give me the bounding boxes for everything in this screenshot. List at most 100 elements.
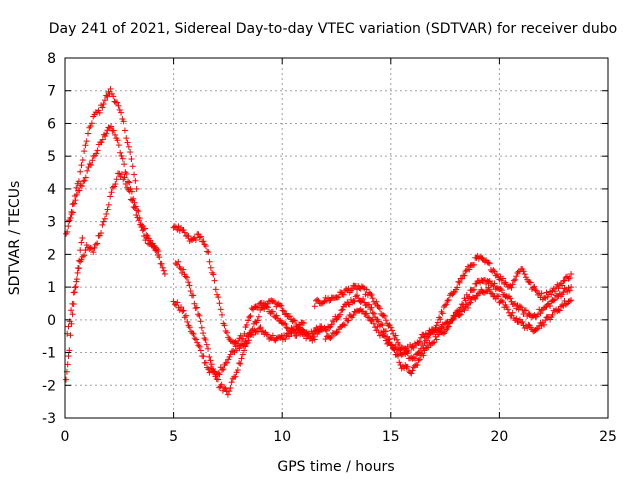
data-point bbox=[466, 300, 473, 307]
data-point bbox=[128, 196, 135, 203]
data-point bbox=[286, 313, 293, 320]
data-point bbox=[565, 275, 572, 282]
data-point bbox=[395, 346, 402, 353]
data-point bbox=[66, 217, 73, 224]
data-point bbox=[198, 324, 205, 331]
data-point bbox=[379, 322, 386, 329]
data-points bbox=[63, 85, 575, 398]
data-point bbox=[71, 289, 78, 296]
data-point bbox=[314, 296, 321, 303]
data-point bbox=[416, 356, 423, 363]
data-point bbox=[76, 257, 83, 264]
data-point bbox=[159, 264, 166, 271]
data-point bbox=[345, 317, 352, 324]
data-point bbox=[206, 353, 213, 360]
data-point bbox=[243, 321, 250, 328]
data-point bbox=[396, 359, 403, 366]
data-point bbox=[368, 304, 375, 311]
data-point bbox=[278, 302, 285, 309]
data-point bbox=[566, 298, 573, 305]
data-point bbox=[254, 317, 261, 324]
data-point bbox=[457, 311, 464, 318]
data-point bbox=[443, 301, 450, 308]
data-point bbox=[103, 210, 110, 217]
data-point bbox=[181, 229, 188, 236]
data-point bbox=[203, 341, 210, 348]
data-point bbox=[513, 273, 520, 280]
data-point bbox=[263, 303, 270, 310]
data-point bbox=[257, 324, 264, 331]
data-point bbox=[561, 285, 568, 292]
data-point bbox=[487, 290, 494, 297]
data-point bbox=[182, 273, 189, 280]
data-point bbox=[133, 185, 140, 192]
data-point bbox=[442, 302, 449, 309]
data-point bbox=[351, 298, 358, 305]
data-point bbox=[223, 359, 230, 366]
data-point bbox=[566, 287, 573, 294]
data-point bbox=[291, 317, 298, 324]
data-point bbox=[196, 312, 203, 319]
data-point bbox=[98, 139, 105, 146]
data-point bbox=[116, 106, 123, 113]
data-point bbox=[133, 212, 140, 219]
data-point bbox=[190, 330, 197, 337]
data-point bbox=[369, 295, 376, 302]
data-point bbox=[202, 336, 209, 343]
data-point bbox=[180, 307, 187, 314]
data-point bbox=[170, 298, 177, 305]
data-point bbox=[486, 260, 493, 267]
data-point bbox=[247, 313, 254, 320]
data-point bbox=[446, 320, 453, 327]
data-point bbox=[368, 292, 375, 299]
data-point bbox=[543, 303, 550, 310]
data-point bbox=[200, 330, 207, 337]
data-point bbox=[190, 292, 197, 299]
data-point bbox=[283, 310, 290, 317]
data-point bbox=[374, 323, 381, 330]
data-point bbox=[88, 120, 95, 127]
data-point bbox=[509, 281, 516, 288]
data-point bbox=[91, 244, 98, 251]
data-point bbox=[67, 214, 74, 221]
data-point bbox=[210, 271, 217, 278]
data-point bbox=[378, 321, 385, 328]
data-point bbox=[498, 297, 505, 304]
y-tick-label: 7 bbox=[47, 84, 56, 100]
data-point bbox=[360, 284, 367, 291]
axis-ticks: -3 -2 -1 0 1 2 3 4 5 6 7 8 0 5 10 15 20 25 bbox=[42, 51, 617, 445]
data-point bbox=[104, 206, 111, 213]
data-point bbox=[333, 329, 340, 336]
data-point bbox=[191, 335, 198, 342]
data-point bbox=[191, 300, 198, 307]
data-point bbox=[568, 297, 575, 304]
data-point bbox=[117, 149, 124, 156]
data-point bbox=[103, 92, 110, 99]
data-point bbox=[245, 337, 252, 344]
chart-title: Day 241 of 2021, Sidereal Day-to-day VTE… bbox=[49, 21, 617, 37]
data-point bbox=[378, 329, 385, 336]
data-point bbox=[374, 302, 381, 309]
data-point bbox=[516, 303, 523, 310]
data-point bbox=[178, 304, 185, 311]
data-point bbox=[71, 192, 78, 199]
data-point bbox=[551, 296, 558, 303]
data-point bbox=[404, 363, 411, 370]
data-point bbox=[320, 299, 327, 306]
data-point bbox=[322, 336, 329, 343]
data-point bbox=[269, 308, 276, 315]
data-point bbox=[509, 309, 516, 316]
data-point bbox=[183, 312, 190, 319]
data-point bbox=[216, 371, 223, 378]
y-tick-label: 6 bbox=[47, 116, 56, 132]
data-point bbox=[196, 234, 203, 241]
data-point bbox=[555, 285, 562, 292]
data-point bbox=[339, 291, 346, 298]
data-point bbox=[537, 310, 544, 317]
data-point bbox=[96, 109, 103, 116]
data-point bbox=[70, 301, 77, 308]
data-point bbox=[300, 320, 307, 327]
plot-frame bbox=[64, 57, 609, 419]
data-point bbox=[311, 303, 318, 310]
data-point bbox=[512, 276, 519, 283]
